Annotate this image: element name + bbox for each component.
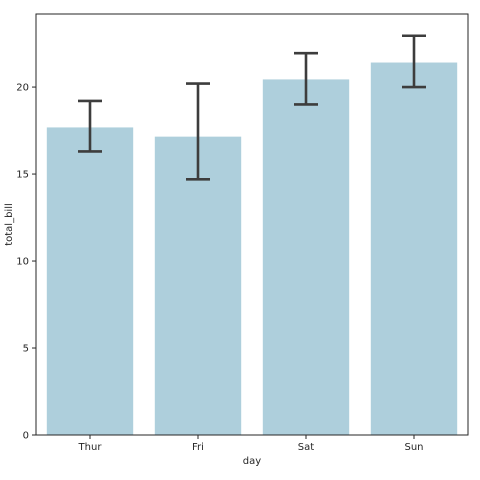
bar-sat <box>262 79 350 436</box>
bars-layer <box>46 62 458 436</box>
x-tick-label-thur: Thur <box>78 442 103 453</box>
bar-thur <box>46 127 134 435</box>
bar-sun <box>370 62 458 436</box>
bar-fri <box>154 136 242 435</box>
y-tick-label-5: 5 <box>23 344 29 355</box>
y-axis-label: total_bill <box>4 203 15 246</box>
x-tick-label-sun: Sun <box>404 442 423 453</box>
x-axis: Thur Fri Sat Sun <box>78 435 424 453</box>
errorbar-sat <box>294 51 318 106</box>
x-tick-label-fri: Fri <box>192 442 204 453</box>
errorbar-sun <box>402 34 426 89</box>
x-axis-label: day <box>243 456 261 467</box>
errorbar-thur <box>78 99 102 153</box>
y-axis: 0 5 10 15 20 <box>16 83 36 442</box>
x-tick-label-sat: Sat <box>298 442 314 453</box>
errorbar-fri <box>186 82 210 181</box>
y-tick-label-15: 15 <box>16 170 29 181</box>
y-tick-label-20: 20 <box>16 83 29 94</box>
y-tick-label-10: 10 <box>16 257 29 268</box>
y-tick-label-0: 0 <box>23 431 29 442</box>
errorbars-layer <box>78 34 426 181</box>
plot-frame <box>35 13 469 436</box>
